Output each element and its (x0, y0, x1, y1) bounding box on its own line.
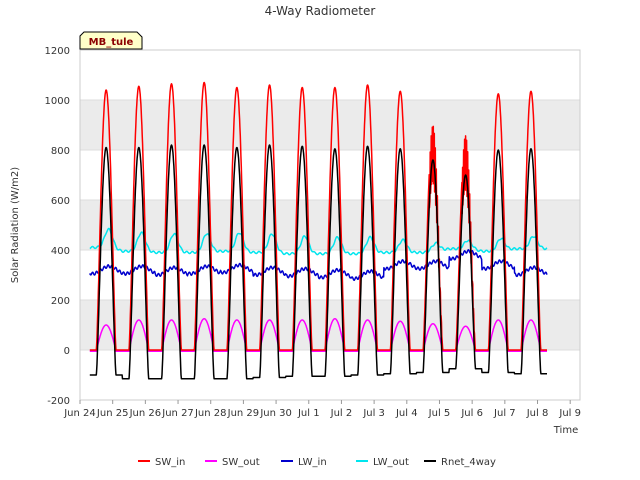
y-tick-label: 600 (51, 196, 70, 207)
x-tick-label: Jun 24 (63, 408, 96, 419)
series-line-SW_out (89, 318, 548, 353)
series-line-Rnet_4way (89, 144, 548, 380)
site-annotation-box (79, 31, 143, 50)
x-tick-label: Jul 7 (493, 408, 516, 419)
legend-label-SW_in: SW_in (155, 457, 185, 468)
legend-item-LW_in: LW_in (281, 457, 327, 468)
legend-label-LW_in: LW_in (298, 457, 327, 468)
y-tick-label: 1000 (45, 96, 70, 107)
legend-label-SW_out: SW_out (222, 457, 260, 468)
x-tick-label: Jul 8 (526, 408, 549, 419)
x-tick-label: Jun 28 (194, 408, 227, 419)
x-tick-label: Jun 26 (129, 408, 162, 419)
x-tick-labels: Jun 24 Jun 25 Jun 26 Jun 27 Jun 28 Jun 29 Jun … (63, 400, 581, 419)
legend-item-SW_out: SW_out (205, 457, 260, 468)
x-tick-label: Jul 3 (362, 408, 385, 419)
legend: SW_in SW_out LW_in LW_out Rnet_4way (138, 457, 496, 468)
site-annotation-label: MB_tule (89, 37, 134, 48)
site-annotation: MB_tule (79, 31, 143, 50)
x-tick-label: Jul 1 (297, 408, 320, 419)
legend-item-Rnet_4way: Rnet_4way (424, 457, 496, 468)
x-tick-label: Jun 25 (96, 408, 129, 419)
x-tick-label: Jun 30 (259, 408, 292, 419)
y-axis-title: Solar Radiation (W/m2) (10, 167, 21, 283)
plot-frame (79, 49, 581, 401)
y-tick-label: 1200 (45, 46, 70, 57)
y-tick-label: 200 (51, 296, 70, 307)
x-tick-label: Jul 5 (428, 408, 451, 419)
chart-title: 4-Way Radiometer (265, 4, 376, 18)
y-tick-labels: -200 0 200 400 600 800 1000 1200 (45, 46, 70, 407)
x-tick-label: Jul 9 (558, 408, 581, 419)
x-tick-label: Jul 6 (460, 408, 483, 419)
legend-label-Rnet_4way: Rnet_4way (441, 457, 496, 468)
series-line-SW_in (89, 81, 548, 351)
legend-item-SW_in: SW_in (138, 457, 185, 468)
legend-item-LW_out: LW_out (356, 457, 409, 468)
y-tick-label: 400 (51, 246, 70, 257)
x-tick-label: Jul 2 (330, 408, 353, 419)
series-layer (89, 81, 548, 380)
x-axis-title: Time (553, 425, 578, 436)
x-tick-label: Jun 27 (161, 408, 194, 419)
band-5 (80, 100, 580, 150)
y-tick-label: -200 (47, 396, 70, 407)
y-tick-label: 800 (51, 146, 70, 157)
x-tick-label: Jun 29 (227, 408, 260, 419)
x-tick-label: Jul 4 (395, 408, 418, 419)
legend-label-LW_out: LW_out (373, 457, 409, 468)
y-tick-label: 0 (64, 346, 70, 357)
